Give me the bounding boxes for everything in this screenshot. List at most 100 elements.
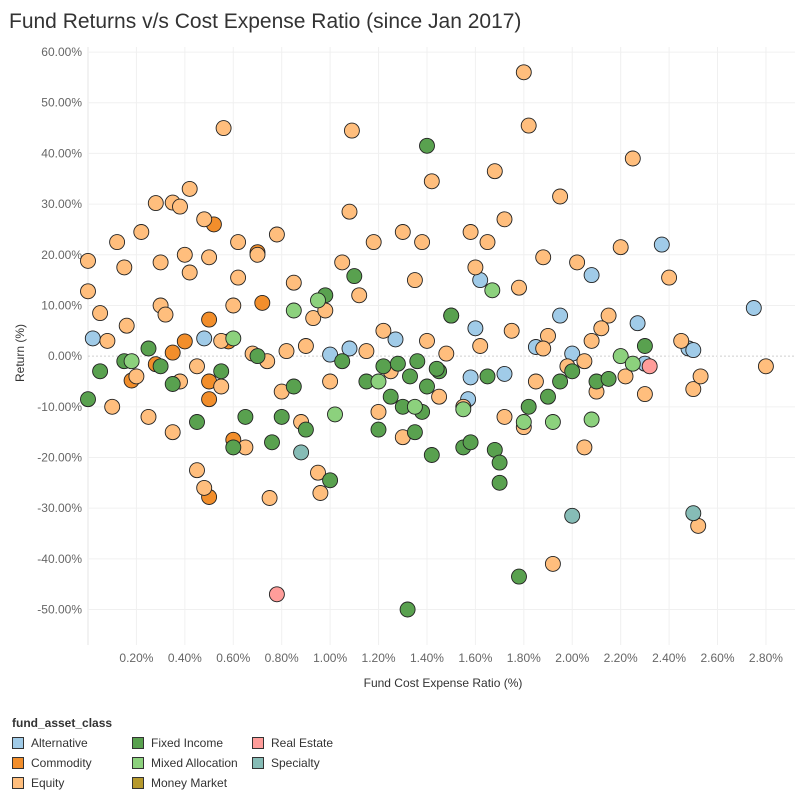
point-equity[interactable] (685, 381, 702, 398)
point-equity[interactable] (394, 224, 411, 240)
point-equity[interactable] (431, 388, 448, 405)
point-equity[interactable] (636, 386, 653, 403)
point-fixed-income[interactable] (237, 408, 254, 425)
point-mixed-allocation[interactable] (310, 292, 326, 309)
point-equity[interactable] (334, 254, 351, 271)
point-fixed-income[interactable] (600, 370, 617, 387)
point-mixed-allocation[interactable] (544, 414, 561, 430)
point-equity[interactable] (322, 373, 339, 390)
point-equity[interactable] (351, 287, 368, 304)
point-fixed-income[interactable] (152, 358, 169, 375)
point-equity[interactable] (472, 338, 489, 354)
point-equity[interactable] (486, 163, 503, 180)
point-equity[interactable] (692, 368, 709, 385)
point-alternative[interactable] (467, 320, 484, 337)
point-equity[interactable] (201, 249, 218, 266)
point-real-estate[interactable] (641, 358, 658, 375)
legend-item-alternative[interactable]: Alternative (12, 734, 132, 751)
point-equity[interactable] (612, 239, 629, 256)
point-fixed-income[interactable] (334, 353, 351, 370)
point-fixed-income[interactable] (540, 388, 556, 405)
point-equity[interactable] (576, 353, 593, 370)
point-equity[interactable] (496, 211, 513, 228)
point-equity[interactable] (600, 307, 617, 324)
point-equity[interactable] (462, 224, 479, 240)
point-equity[interactable] (341, 203, 358, 220)
point-equity[interactable] (544, 555, 561, 572)
legend-item-commodity[interactable]: Commodity (12, 754, 132, 771)
point-equity[interactable] (80, 252, 96, 269)
point-equity[interactable] (225, 297, 242, 314)
point-equity[interactable] (496, 408, 513, 425)
legend-item-mixed-allocation[interactable]: Mixed Allocation (132, 754, 252, 771)
point-fixed-income[interactable] (402, 368, 418, 385)
point-equity[interactable] (617, 368, 634, 385)
point-equity[interactable] (230, 269, 247, 286)
point-equity[interactable] (147, 195, 164, 212)
point-mixed-allocation[interactable] (285, 302, 302, 319)
point-equity[interactable] (104, 398, 121, 415)
point-equity[interactable] (343, 122, 360, 139)
point-commodity[interactable] (176, 333, 193, 350)
point-fixed-income[interactable] (511, 568, 527, 585)
point-equity[interactable] (423, 173, 440, 190)
point-fixed-income[interactable] (140, 340, 157, 357)
point-fixed-income[interactable] (285, 378, 302, 395)
point-equity[interactable] (230, 234, 247, 251)
point-equity[interactable] (278, 343, 295, 360)
point-fixed-income[interactable] (273, 408, 290, 425)
point-fixed-income[interactable] (491, 474, 508, 491)
point-equity[interactable] (503, 322, 520, 339)
point-alternative[interactable] (583, 267, 600, 284)
point-equity[interactable] (140, 408, 157, 425)
point-alternative[interactable] (387, 331, 404, 348)
point-equity[interactable] (305, 310, 322, 327)
point-alternative[interactable] (653, 236, 670, 253)
point-mixed-allocation[interactable] (327, 406, 343, 423)
point-equity[interactable] (552, 188, 569, 205)
point-fixed-income[interactable] (399, 601, 416, 618)
point-fixed-income[interactable] (164, 376, 181, 392)
point-real-estate[interactable] (268, 586, 285, 603)
point-fixed-income[interactable] (443, 307, 460, 324)
point-equity[interactable] (406, 272, 423, 289)
point-equity[interactable] (152, 254, 169, 271)
point-equity[interactable] (297, 338, 314, 354)
point-mixed-allocation[interactable] (624, 355, 641, 372)
point-fixed-income[interactable] (389, 355, 406, 372)
point-fixed-income[interactable] (428, 360, 445, 377)
point-equity[interactable] (172, 198, 188, 215)
point-fixed-income[interactable] (80, 391, 96, 408)
point-equity[interactable] (133, 224, 150, 240)
point-alternative[interactable] (196, 330, 213, 347)
point-equity[interactable] (176, 246, 193, 263)
point-fixed-income[interactable] (375, 358, 392, 375)
point-equity[interactable] (414, 234, 431, 251)
point-equity[interactable] (268, 226, 285, 243)
point-equity[interactable] (365, 234, 382, 251)
point-equity[interactable] (99, 332, 116, 349)
point-equity[interactable] (375, 322, 392, 339)
point-equity[interactable] (181, 180, 198, 197)
point-equity[interactable] (527, 373, 544, 390)
point-equity[interactable] (181, 264, 198, 281)
point-mixed-allocation[interactable] (123, 353, 140, 370)
point-fixed-income[interactable] (213, 363, 230, 380)
point-equity[interactable] (419, 332, 435, 349)
point-fixed-income[interactable] (322, 472, 339, 489)
point-fixed-income[interactable] (346, 268, 363, 285)
point-equity[interactable] (164, 424, 181, 441)
point-equity[interactable] (535, 340, 552, 357)
point-fixed-income[interactable] (409, 353, 426, 370)
data-points[interactable] (80, 64, 774, 618)
point-equity[interactable] (520, 117, 537, 134)
point-equity[interactable] (511, 279, 527, 296)
point-fixed-income[interactable] (479, 368, 496, 385)
point-fixed-income[interactable] (92, 363, 109, 380)
point-alternative[interactable] (341, 340, 358, 357)
legend-item-equity[interactable]: Equity (12, 774, 132, 791)
point-equity[interactable] (215, 120, 232, 137)
point-fixed-income[interactable] (382, 388, 399, 405)
point-equity[interactable] (189, 358, 205, 375)
point-equity[interactable] (583, 332, 600, 349)
